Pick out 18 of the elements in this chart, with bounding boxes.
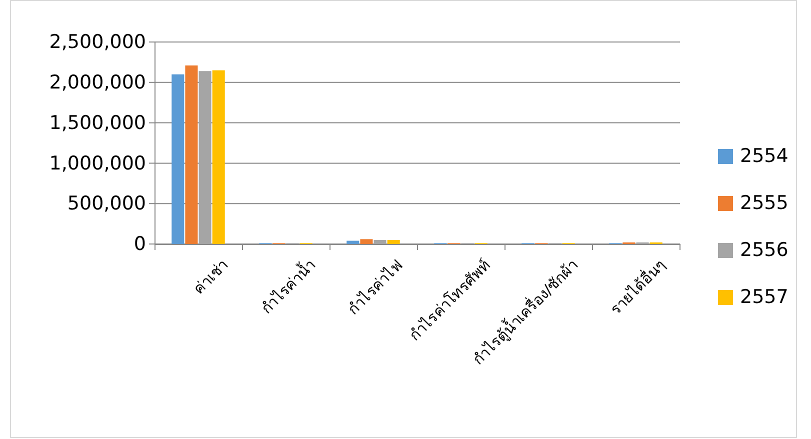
- legend-label: 2555: [740, 192, 788, 214]
- y-tick-label: 500,000: [67, 192, 146, 215]
- y-tick-label: 1,500,000: [49, 112, 146, 134]
- y-tick-label: 2,000,000: [49, 71, 146, 94]
- legend-label: 2554: [740, 145, 788, 168]
- y-tick-label: 0: [134, 233, 146, 256]
- y-tick-label: 2,500,000: [49, 31, 146, 54]
- y-tick-label: 1,000,000: [49, 152, 146, 174]
- bar: [374, 240, 386, 244]
- bar: [346, 240, 360, 244]
- bar: [387, 240, 400, 244]
- legend-label: 2557: [740, 286, 788, 308]
- bar: [185, 65, 198, 244]
- bar: [212, 70, 225, 244]
- bar: [198, 71, 212, 244]
- bar: [172, 74, 184, 244]
- legend-label: 2556: [740, 239, 788, 262]
- bar: [360, 239, 373, 244]
